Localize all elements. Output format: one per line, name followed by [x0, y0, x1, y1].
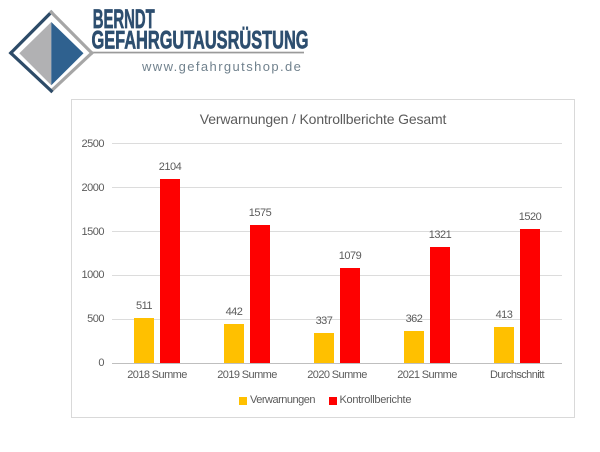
- svg-text:BERNDT: BERNDT: [93, 4, 155, 34]
- svg-text:GEFAHRGUTAUSRÜSTUNG: GEFAHRGUTAUSRÜSTUNG: [92, 26, 309, 55]
